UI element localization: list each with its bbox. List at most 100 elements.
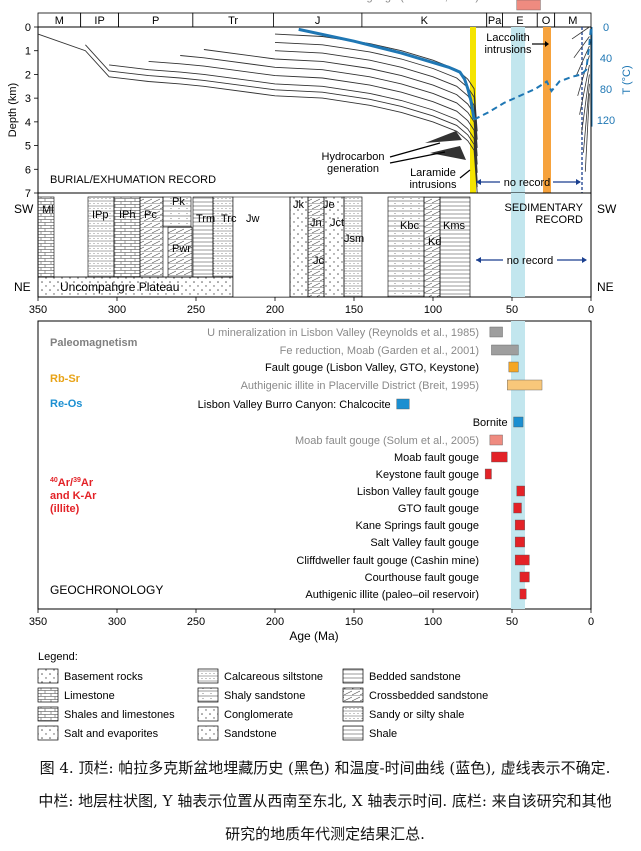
sedimentary-record-panel: Uncompahgre Plateau SW NE SW NE Ml IPp IPh… [14, 192, 617, 316]
label-little-grand-wash-fault-gouge-williams-2004: Little Grand Wash fault gouge (Williams,… [252, 0, 479, 3]
temperature-curve-dashed [473, 26, 592, 121]
burial-line-7 [274, 41, 478, 140]
label-lisbon-valley-fault-gouge: Lisbon Valley fault gouge [357, 486, 479, 498]
bar-courthouse-fault-gouge [519, 571, 530, 583]
mid-axis-tick-label-350: 350 [29, 304, 47, 316]
unit-label-iph: IPh [119, 209, 136, 221]
no-record-top-head-r [576, 179, 581, 185]
exhumation-line-4 [579, 64, 590, 115]
bar-cliffdweller-fault-gouge-cashin-mine [514, 554, 530, 566]
column-jn [307, 196, 325, 298]
group-re-os: Re-Os [50, 398, 82, 410]
period-label-9: M [568, 15, 577, 27]
mid-axis-tick-label-50: 50 [506, 304, 518, 316]
mid-sw-left: SW [14, 202, 34, 216]
burial-line-3 [148, 60, 478, 173]
age-axis-bottom: 350 300 250 200 150 100 50 0 [29, 609, 594, 628]
legend-label-limestone: Limestone [64, 690, 115, 702]
exhumation-line-0 [571, 26, 590, 40]
no-record-mid: no record [507, 255, 553, 267]
unit-label-pwr: Pwr [172, 243, 191, 255]
laccolith-band [543, 27, 551, 193]
unit-label-jk: Jk [293, 199, 305, 211]
column-je [323, 196, 345, 298]
period-label-5: K [421, 15, 429, 27]
exhumation-line-1 [573, 36, 590, 59]
unit-label-je: Je [323, 199, 335, 211]
unit-label-trm: Trm [196, 213, 215, 225]
unit-label-ml: Ml [42, 204, 54, 216]
geochronology-bars: U mineralization in Lisbon Valley (Reyno… [198, 0, 543, 601]
unit-label-ipp: IPp [92, 209, 109, 221]
legend-label-bedded-sandstone: Bedded sandstone [369, 671, 461, 683]
period-label-2: P [152, 15, 159, 27]
burial-line-4 [180, 55, 478, 165]
mid-axis-tick-label-0: 0 [588, 304, 594, 316]
column-jsm [343, 196, 363, 298]
burial-line-2 [109, 64, 478, 182]
legend-swatch-shale [342, 725, 364, 741]
svg-text:40Ar/39Ar: 40Ar/39Ar [50, 477, 94, 489]
bottom-axis-tick-label-300: 300 [108, 616, 126, 628]
bar-lisbon-valley-burro-canyon-chalcocite [396, 398, 410, 410]
label-gto-fault-gouge: GTO fault gouge [398, 503, 479, 515]
legend-swatch-conglomerate [197, 706, 219, 722]
group-rb-sr: Rb-Sr [50, 373, 81, 385]
mid-axis-tick-label-150: 150 [345, 304, 363, 316]
age-axis-label: Age (Ma) [289, 629, 338, 643]
label-salt-valley-fault-gouge: Salt Valley fault gouge [370, 537, 479, 549]
legend-label-conglomerate: Conglomerate [224, 709, 293, 721]
temp-tick-label-2: 80 [600, 84, 612, 96]
label-fe-reduction-moab-garden-et-al-2001: Fe reduction, Moab (Garden et al., 2001) [280, 345, 479, 357]
group-paleomagnetism: Paleomagnetism [50, 337, 138, 349]
age-axis-top: 350 300 250 200 150 100 50 0 [29, 297, 594, 316]
column-kms [439, 196, 471, 298]
label-kane-springs-fault-gouge: Kane Springs fault gouge [355, 520, 479, 532]
legend-swatch-shaly-sandstone [197, 687, 219, 703]
depth-axis-label: Depth (km) [7, 83, 19, 137]
unit-label-kms: Kms [443, 220, 466, 232]
bar-moab-fault-gouge-solum-et-al-2005 [489, 434, 503, 446]
temperature-curve-solid [298, 27, 476, 120]
bar-authigenic-illite-in-placerville-district-breit-1995 [507, 379, 543, 391]
hydrocarbon-label-1: Hydrocarbon [322, 151, 385, 163]
mid-axis-tick-label-200: 200 [266, 304, 284, 316]
column-pwr [167, 226, 193, 278]
label-courthouse-fault-gouge: Courthouse fault gouge [365, 572, 479, 584]
exhumation-line-6 [583, 83, 590, 153]
column-jw [232, 196, 291, 298]
laramide-arrow [459, 169, 471, 179]
bar-gto-fault-gouge [513, 502, 522, 514]
bar-keystone-fault-gouge [484, 468, 492, 480]
unit-label-pk: Pk [172, 196, 185, 208]
legend: Legend: Basement rocks Limestone Shales an… [37, 651, 488, 741]
period-label-1: IP [94, 15, 104, 27]
unit-label-jsm: Jsm [344, 233, 364, 245]
legend-swatch-salt-and-evaporites [37, 725, 59, 741]
laccolith-label-2: intrusions [484, 44, 532, 56]
column-trm [192, 196, 214, 278]
period-label-0: M [55, 15, 64, 27]
bar-bornite [513, 416, 524, 428]
sed-record-label-1: SEDIMENTARY [505, 202, 584, 214]
column-trc [212, 196, 234, 278]
caption-line-3: 研究的地质年代测定结果汇总. [225, 825, 425, 843]
column-pc [139, 196, 164, 278]
unit-label-jct: Jct [330, 217, 344, 229]
label-authigenic-illite-in-placerville-district-breit-1995: Authigenic illite in Placerville Distric… [241, 380, 479, 392]
legend-label-sandstone: Sandstone [224, 728, 277, 740]
bottom-panel-frame [37, 320, 592, 610]
legend-label-basement-rocks: Basement rocks [64, 671, 143, 683]
burial-title: BURIAL/EXHUMATION RECORD [50, 174, 216, 186]
legend-swatch-sandstone [197, 725, 219, 741]
legend-label-sandy-or-silty-shale: Sandy or silty shale [369, 709, 464, 721]
mid-axis-tick-label-250: 250 [187, 304, 205, 316]
bottom-axis-tick-label-250: 250 [187, 616, 205, 628]
bar-u-mineralization-in-lisbon-valley-reynolds-et-al-1985 [489, 326, 503, 338]
label-lisbon-valley-burro-canyon-chalcocite: Lisbon Valley Burro Canyon: Chalcocite [198, 399, 391, 411]
mid-ne-left: NE [14, 280, 31, 294]
label-cliffdweller-fault-gouge-cashin-mine: Cliffdweller fault gouge (Cashin mine) [296, 555, 479, 567]
no-record-top: no record [504, 177, 550, 189]
